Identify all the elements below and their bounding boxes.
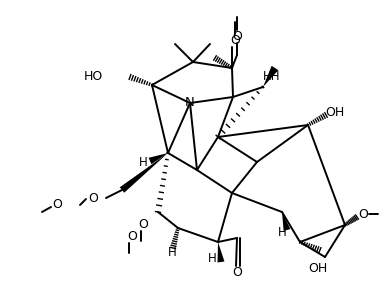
Text: H: H xyxy=(168,245,176,258)
Text: O: O xyxy=(127,231,137,244)
Text: O: O xyxy=(232,266,242,279)
Text: OH: OH xyxy=(325,105,345,118)
Text: O: O xyxy=(358,208,368,221)
Text: N: N xyxy=(185,97,195,110)
Text: H: H xyxy=(138,157,147,170)
Polygon shape xyxy=(282,212,290,231)
Text: H: H xyxy=(278,227,286,240)
Text: HO: HO xyxy=(84,71,103,84)
Polygon shape xyxy=(217,242,224,262)
Text: O: O xyxy=(232,31,242,44)
Polygon shape xyxy=(120,153,168,193)
Text: O: O xyxy=(52,199,62,212)
Text: O: O xyxy=(230,34,240,47)
Polygon shape xyxy=(263,66,279,87)
Text: OH: OH xyxy=(308,262,328,275)
Polygon shape xyxy=(149,153,168,164)
Text: H: H xyxy=(208,251,216,264)
Text: HH: HH xyxy=(263,69,281,82)
Text: O: O xyxy=(88,192,98,205)
Text: O: O xyxy=(138,218,148,231)
